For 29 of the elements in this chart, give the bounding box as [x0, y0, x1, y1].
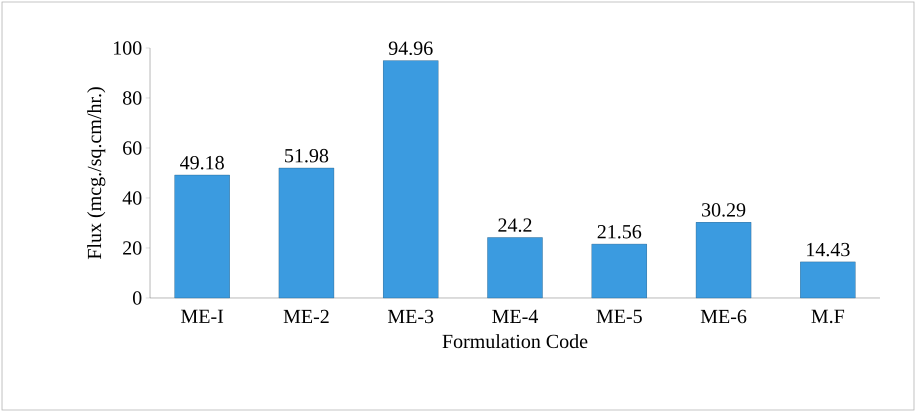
bar: [174, 174, 230, 298]
data-label: 21.56: [598, 225, 642, 239]
bar: [278, 168, 334, 298]
data-label: 24.2: [498, 218, 532, 232]
y-tick-label: 60: [123, 141, 142, 155]
y-tick-label: 40: [122, 191, 142, 205]
y-axis-title: Flux (mcg./sq.cm/hr.): [87, 87, 106, 260]
y-tick-label: 0: [132, 291, 142, 305]
x-tick-label: ME-4: [492, 310, 538, 323]
data-label: 14.43: [807, 242, 850, 256]
bar: [800, 262, 856, 298]
data-label: 94.96: [388, 42, 433, 56]
y-tick-label: 100: [114, 41, 142, 55]
bar: [487, 237, 543, 298]
data-label: 30.29: [702, 203, 746, 217]
x-axis-title: Formulation Code: [442, 334, 588, 348]
bar: [383, 60, 438, 298]
bar: [592, 244, 647, 298]
x-tick-label: ME-3: [388, 310, 434, 324]
bar: [696, 222, 752, 298]
x-tick-label: ME-5: [596, 310, 642, 324]
y-tick-label: 80: [122, 91, 142, 105]
x-tick-label: ME-6: [700, 310, 746, 324]
x-tick-label: ME-I: [181, 310, 224, 323]
data-label: 49.18: [180, 156, 224, 170]
x-tick-label: M.F: [811, 310, 844, 324]
x-tick-label: ME-2: [284, 310, 329, 324]
data-label: 51.98: [285, 148, 328, 163]
y-tick-label: 20: [123, 241, 142, 255]
